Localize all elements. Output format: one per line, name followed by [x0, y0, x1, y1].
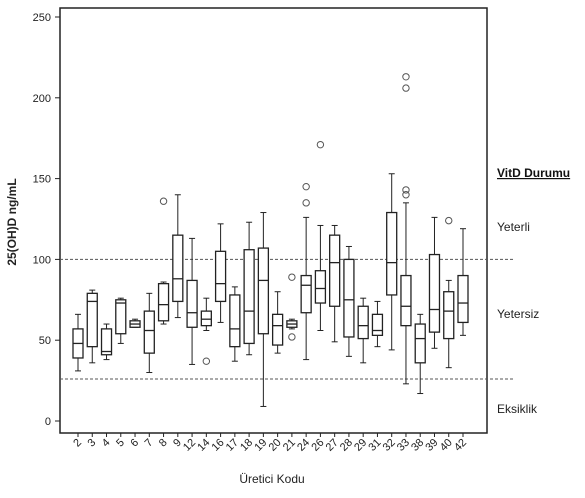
box-27 — [329, 224, 341, 343]
x-tick-label: 3 — [86, 437, 99, 450]
outlier-point — [302, 199, 310, 207]
box-body — [157, 282, 170, 322]
y-axis-title: 25(OH)D ng/mL — [5, 178, 19, 265]
box-body — [314, 270, 327, 304]
x-tick-label: 8 — [157, 437, 170, 450]
box-body — [257, 247, 270, 335]
box-31 — [371, 300, 384, 348]
y-tick-label: 0 — [45, 416, 51, 428]
box-21 — [286, 273, 298, 341]
y-axis: 0 50 100 150 200 250 — [33, 12, 60, 428]
box-33 — [400, 73, 412, 385]
box-39 — [428, 216, 441, 349]
box-32 — [386, 173, 398, 351]
box-3 — [86, 289, 98, 364]
box-20 — [271, 291, 284, 354]
y-tick-label: 200 — [33, 93, 51, 105]
outlier-point — [202, 357, 211, 365]
outlier-point — [316, 140, 325, 149]
box-26 — [314, 140, 327, 332]
box-16 — [214, 223, 227, 323]
x-tick-label: 5 — [114, 437, 127, 450]
x-axis: 2 3 4 5 6 7 8 912141617181920212426272829313233… — [71, 433, 469, 454]
box-body — [143, 310, 155, 354]
box-42 — [457, 228, 469, 336]
box-series — [72, 73, 469, 407]
y-tick-label: 250 — [33, 12, 51, 24]
box-body — [115, 299, 127, 335]
box-6 — [129, 318, 141, 328]
outlier-point — [288, 273, 296, 281]
zone-label-yetersiz: Yetersiz — [497, 307, 539, 321]
box-body — [100, 328, 113, 356]
box-8 — [157, 197, 170, 325]
box-40 — [443, 216, 455, 369]
box-body — [86, 292, 98, 348]
outlier-point — [302, 182, 310, 191]
box-body — [386, 211, 398, 296]
outlier-point — [402, 84, 410, 92]
box-body — [457, 274, 469, 324]
box-7 — [143, 292, 155, 374]
box-body — [329, 234, 341, 307]
box-29 — [357, 297, 369, 364]
box-body — [300, 274, 312, 314]
box-body — [172, 234, 184, 303]
box-body — [343, 258, 355, 338]
box-body — [186, 279, 198, 328]
plot-frame — [59, 7, 488, 434]
box-18 — [243, 221, 255, 356]
outlier-point — [402, 186, 410, 194]
box-12 — [186, 237, 198, 365]
box-24 — [300, 182, 312, 361]
x-tick-label: 2 — [71, 437, 84, 450]
box-5 — [115, 297, 127, 344]
box-9 — [172, 194, 184, 319]
outlier-point — [288, 333, 296, 341]
legend-title: VitD Durumu — [497, 166, 570, 180]
outlier-point — [402, 73, 410, 81]
box-body — [229, 294, 241, 348]
box-14 — [200, 297, 212, 365]
box-body — [400, 274, 412, 327]
box-body — [271, 313, 284, 346]
box-body — [371, 313, 384, 337]
x-tick-label: 6 — [128, 437, 141, 450]
box-body — [428, 253, 441, 333]
y-tick-label: 150 — [33, 174, 51, 186]
outlier-point — [445, 216, 453, 225]
box-38 — [414, 313, 426, 395]
box-body — [443, 291, 455, 340]
box-body — [243, 249, 255, 345]
box-4 — [100, 323, 113, 361]
reference-lines — [60, 258, 514, 380]
x-tick-label: 7 — [143, 437, 156, 450]
box-19 — [257, 212, 270, 407]
x-tick-label: 4 — [100, 437, 113, 450]
outlier-point — [402, 191, 410, 199]
box-body — [357, 305, 369, 340]
zone-label-eksiklik: Eksiklik — [497, 402, 538, 416]
outlier-point — [159, 197, 168, 205]
x-tick-label: 42 — [452, 437, 469, 454]
x-axis-title: Üretici Kodu — [239, 472, 304, 486]
box-body — [414, 323, 426, 364]
y-tick-label: 100 — [33, 254, 51, 266]
box-17 — [229, 286, 241, 362]
zone-label-yeterli: Yeterli — [497, 220, 530, 234]
box-28 — [343, 245, 355, 357]
box-body — [214, 250, 227, 303]
box-2 — [72, 313, 84, 372]
box-body — [200, 310, 212, 327]
y-tick-label: 50 — [39, 335, 51, 347]
